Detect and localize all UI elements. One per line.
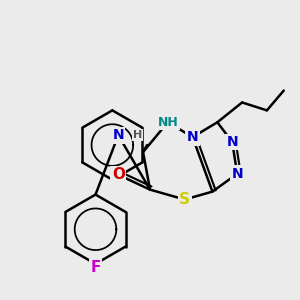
Text: S: S — [179, 192, 190, 207]
Text: H: H — [133, 130, 142, 140]
Text: F: F — [90, 260, 101, 275]
Text: O: O — [112, 167, 125, 182]
Text: N: N — [112, 128, 124, 142]
Text: NH: NH — [158, 116, 178, 129]
Text: N: N — [187, 130, 198, 144]
Text: N: N — [226, 135, 238, 149]
Text: N: N — [231, 167, 243, 181]
